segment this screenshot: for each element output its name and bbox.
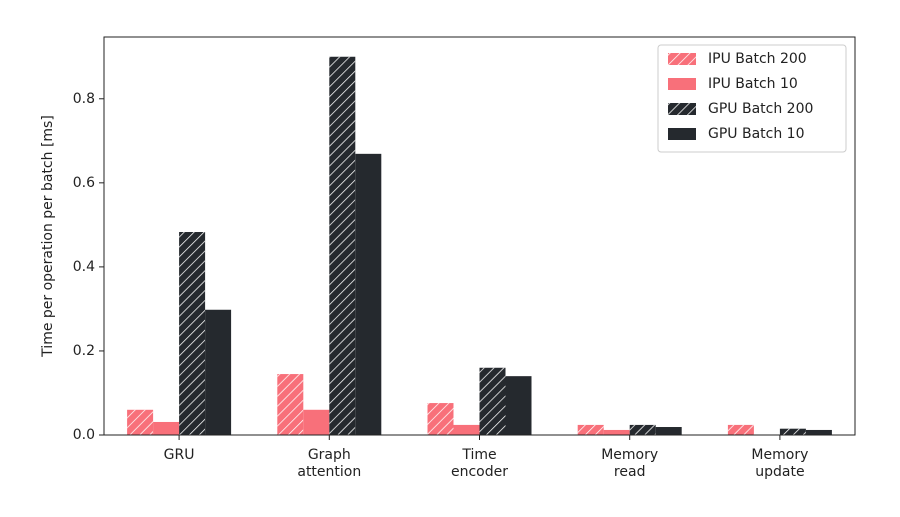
legend-label: IPU Batch 10 xyxy=(708,76,798,92)
y-tick-label: 0.0 xyxy=(73,427,95,443)
y-axis-label: Time per operation per batch [ms] xyxy=(40,115,56,358)
x-tick-label: Graph attention xyxy=(297,447,361,480)
bar xyxy=(805,429,832,435)
plot-frame xyxy=(103,36,856,436)
y-tick-label: 0.4 xyxy=(73,259,95,275)
bar-fill xyxy=(153,421,180,435)
bar-hatch xyxy=(179,232,206,435)
bar xyxy=(127,409,154,435)
bar-hatch xyxy=(479,367,506,435)
bar xyxy=(779,428,806,435)
bar-hatch xyxy=(779,428,806,435)
bar-fill xyxy=(655,427,682,435)
y-tick-label: 0.8 xyxy=(73,91,95,107)
bar xyxy=(727,424,754,435)
bar xyxy=(655,427,682,435)
x-tick-label: GRU xyxy=(164,447,195,463)
bar xyxy=(505,376,532,435)
bar xyxy=(153,421,180,435)
bar xyxy=(427,403,454,435)
bar-hatch xyxy=(727,424,754,435)
legend-hatch xyxy=(668,103,696,115)
bar xyxy=(205,309,232,435)
legend-label: GPU Batch 200 xyxy=(708,101,813,117)
bar-hatch xyxy=(577,424,604,435)
bar xyxy=(577,424,604,435)
bar-fill xyxy=(453,424,480,435)
bar-fill xyxy=(355,153,382,436)
bar-fill xyxy=(805,429,832,435)
bar xyxy=(629,424,656,435)
y-tick-label: 0.2 xyxy=(73,343,95,359)
bar xyxy=(329,56,356,436)
bar-hatch xyxy=(629,424,656,435)
y-tick-label: 0.6 xyxy=(73,175,95,191)
legend-swatch xyxy=(668,128,696,140)
bar xyxy=(355,153,382,436)
bar-fill xyxy=(303,409,330,435)
bar-hatch xyxy=(277,374,304,435)
bar-fill xyxy=(205,309,232,435)
bar-hatch xyxy=(427,403,454,435)
bar-fill xyxy=(505,376,532,435)
legend-box xyxy=(657,44,847,153)
bar xyxy=(179,232,206,435)
bar xyxy=(303,409,330,435)
bar xyxy=(603,429,630,435)
bar-hatch xyxy=(329,56,356,436)
bar-hatch xyxy=(127,409,154,435)
bar xyxy=(453,424,480,435)
bar-fill xyxy=(603,429,630,435)
x-tick-label: Time encoder xyxy=(451,447,508,480)
legend-swatch xyxy=(668,78,696,90)
x-tick-label: Memory update xyxy=(751,447,808,480)
bar xyxy=(277,374,304,435)
x-tick-label: Memory read xyxy=(601,447,658,480)
bar xyxy=(479,367,506,435)
legend-label: IPU Batch 200 xyxy=(708,51,807,67)
legend-hatch xyxy=(668,53,696,65)
legend-label: GPU Batch 10 xyxy=(708,126,805,142)
